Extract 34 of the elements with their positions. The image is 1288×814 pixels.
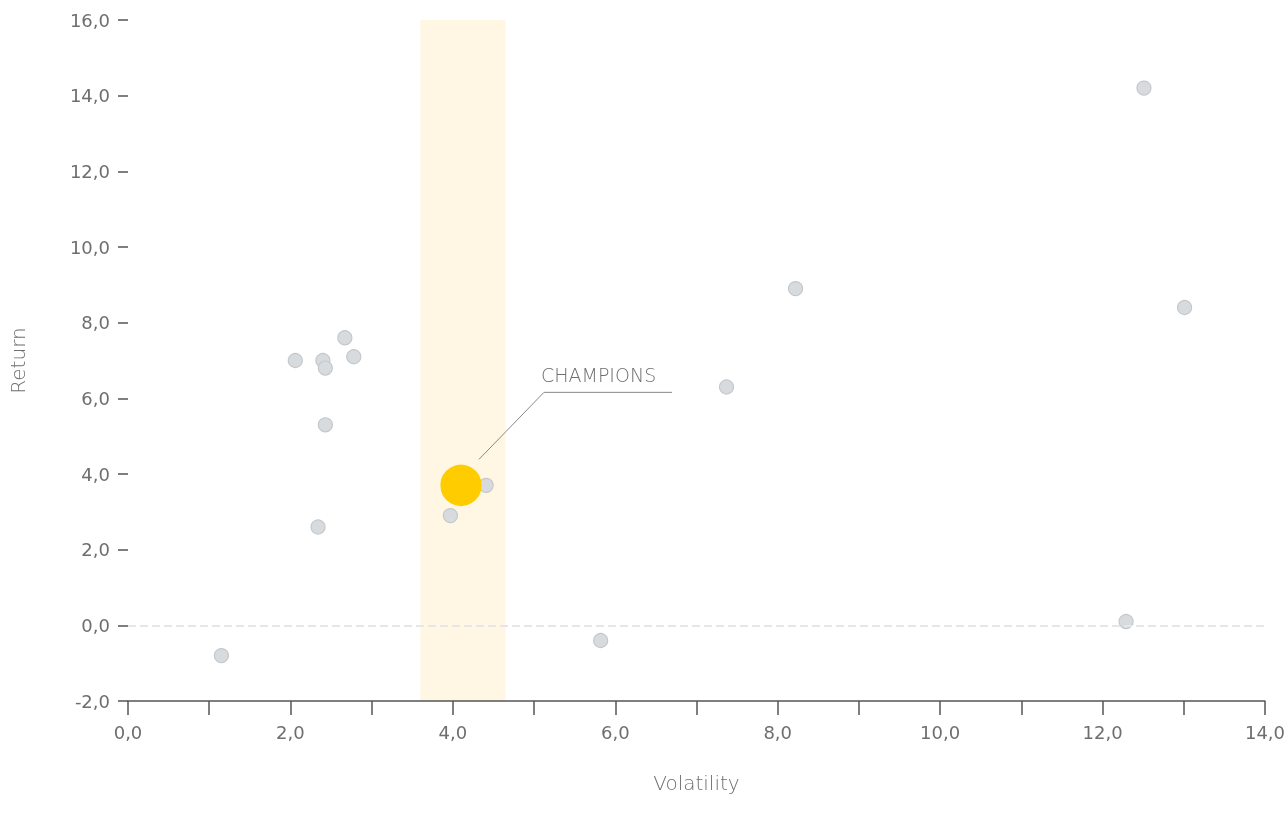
point xyxy=(337,330,353,346)
point xyxy=(317,417,333,433)
y-tick-label: 16,0 xyxy=(69,9,110,31)
y-tick-label: 12,0 xyxy=(69,160,110,182)
point xyxy=(287,352,303,369)
y-axis-title: Return xyxy=(6,327,30,394)
y-tick-label: 6,0 xyxy=(81,387,110,409)
x-tick-label: 10,0 xyxy=(920,721,961,743)
annotation: CHAMPIONS xyxy=(540,363,657,386)
x-tick-label: 4,0 xyxy=(438,721,468,743)
x-tick-label: 0,0 xyxy=(113,721,143,743)
point xyxy=(593,632,609,649)
y-tick-label: 2,0 xyxy=(81,539,110,561)
x-axis-title: Volatility xyxy=(653,771,740,795)
x-tick-label: 12,0 xyxy=(1082,721,1123,743)
point xyxy=(718,379,735,395)
point xyxy=(317,360,333,376)
point xyxy=(787,281,804,297)
point xyxy=(310,519,326,535)
point xyxy=(1136,80,1152,96)
y-tick-label: 10,0 xyxy=(69,236,110,258)
y-tick-label: 0,0 xyxy=(81,614,110,636)
y-tick-label: -2,0 xyxy=(74,690,110,712)
y-tick-label: 4,0 xyxy=(81,463,110,485)
x-tick-label: 2,0 xyxy=(276,721,305,743)
point xyxy=(213,648,229,664)
x-tick-label: 14,0 xyxy=(1244,721,1285,743)
x-tick-label: 6,0 xyxy=(600,721,630,743)
y-tick-label: 14,0 xyxy=(69,85,110,107)
point xyxy=(346,349,362,365)
y-tick-label: 8,0 xyxy=(81,312,110,334)
point xyxy=(442,508,459,524)
x-tick-label: 8,0 xyxy=(763,721,793,743)
point xyxy=(1176,299,1193,316)
